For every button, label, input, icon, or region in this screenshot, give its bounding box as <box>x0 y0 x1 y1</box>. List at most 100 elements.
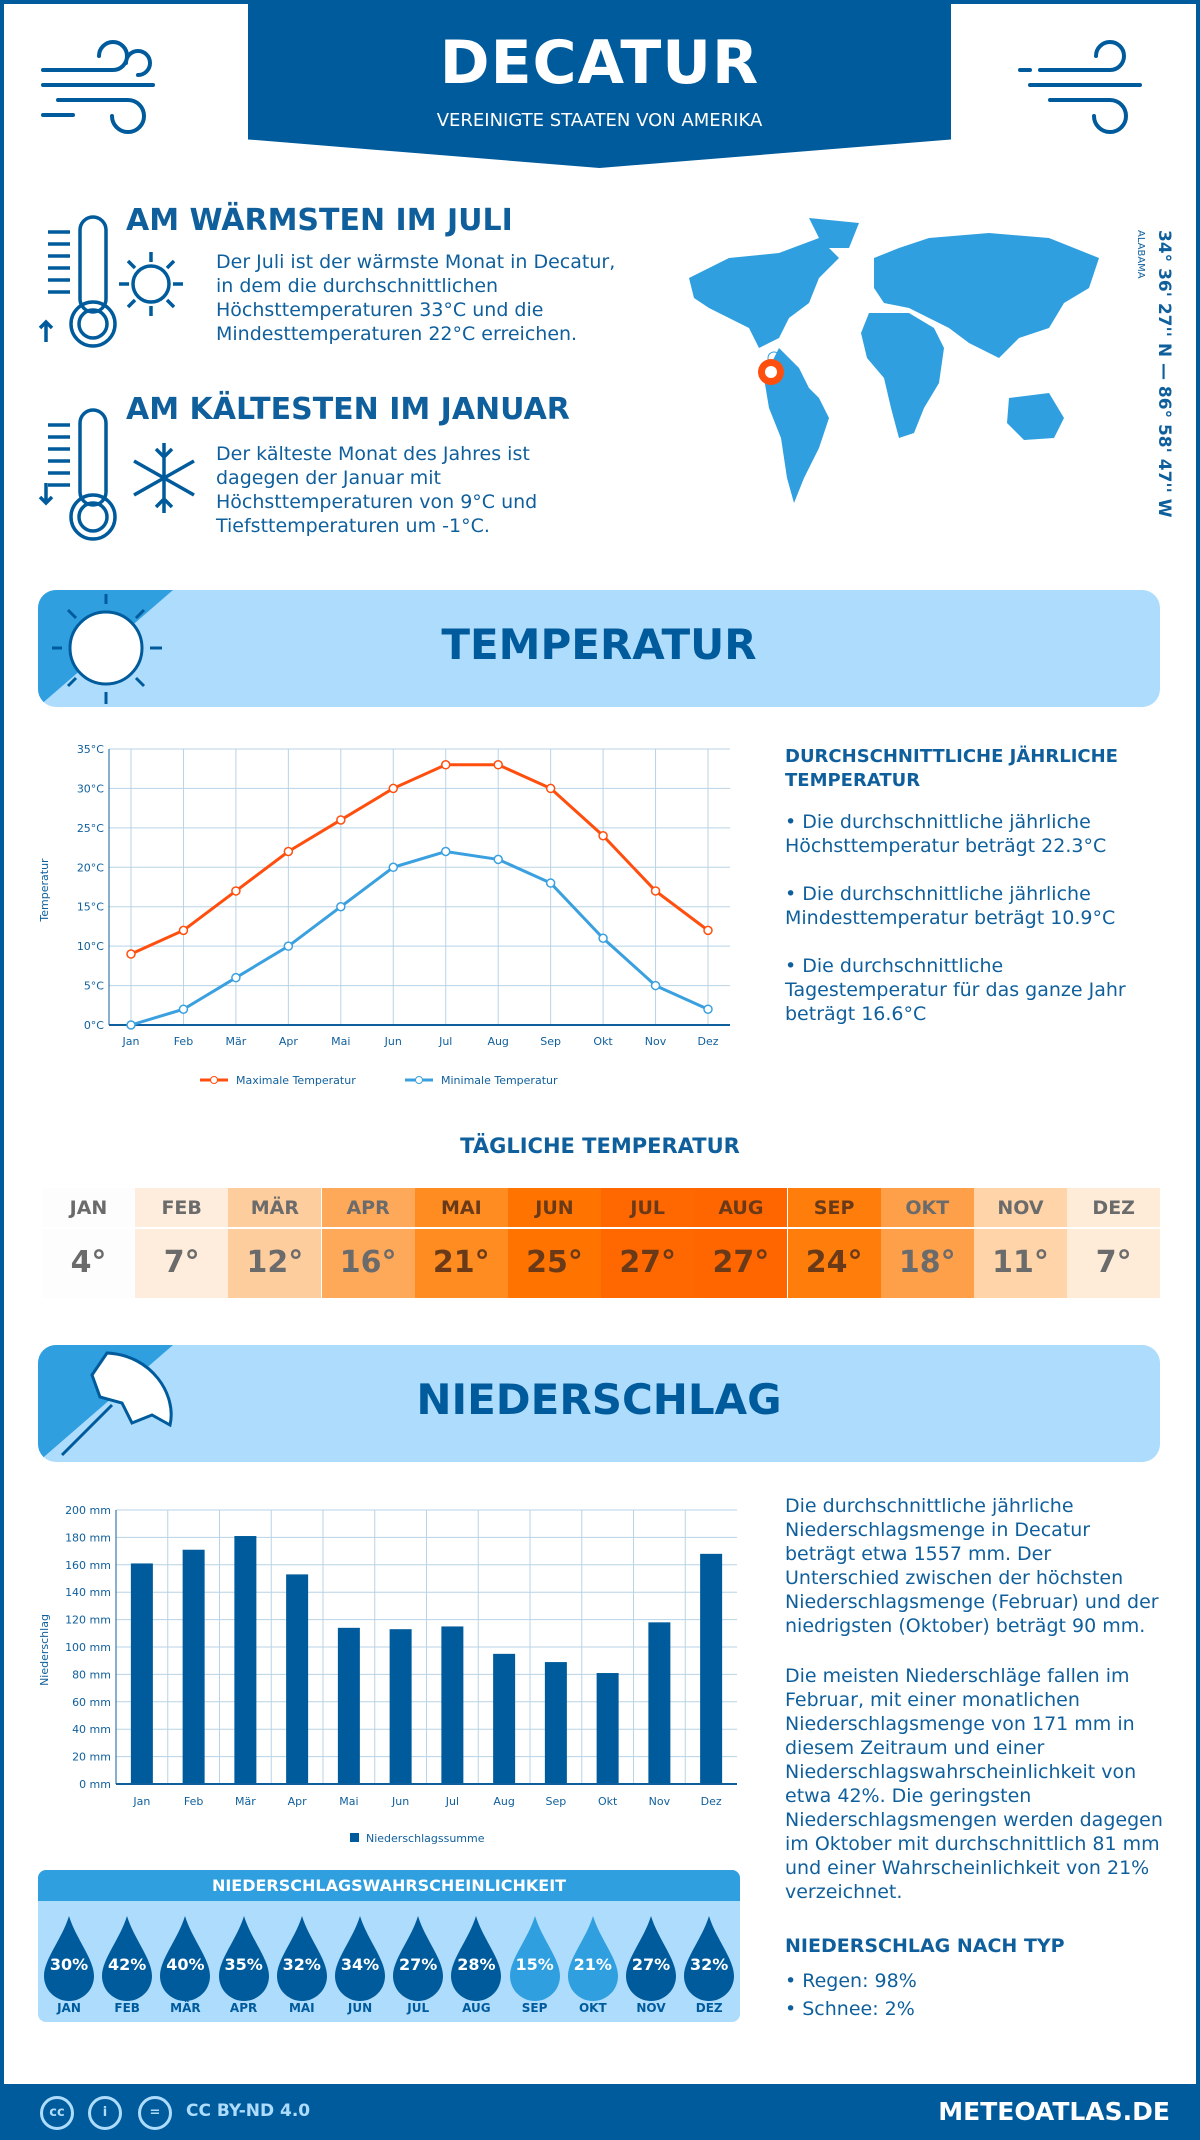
month-label: APR <box>346 1197 390 1219</box>
temperature-banner: TEMPERATUR <box>38 590 1160 707</box>
world-map <box>689 218 1099 503</box>
probability-month: JUN <box>347 2001 373 2015</box>
month-label: JUN <box>535 1197 574 1219</box>
x-tick-label: Mai <box>339 1795 358 1808</box>
probability-item: 30% JAN <box>42 1901 96 2022</box>
country-subtitle: VEREINIGTE STAATEN VON AMERIKA <box>436 110 763 131</box>
data-point <box>440 760 451 770</box>
site-link[interactable]: METEOATLAS.DE <box>938 2097 1170 2126</box>
temp-value: 12° <box>246 1245 304 1280</box>
daily-temp-column: FEB 7° <box>135 1188 229 1298</box>
wind-icon-right <box>1018 40 1142 134</box>
warmest-text: Der Juli ist der wärmste Monat in Decatu… <box>216 251 616 345</box>
probability-month: MÄR <box>170 2001 201 2015</box>
daily-temp-column: DEZ 7° <box>1067 1188 1161 1298</box>
license-text[interactable]: CC BY-ND 4.0 <box>186 2101 311 2121</box>
probability-value: 27% <box>399 1955 438 1974</box>
daily-temp-column: JAN 4° <box>42 1188 135 1298</box>
temp-value: 16° <box>339 1245 397 1280</box>
sun-icon <box>52 594 162 704</box>
bar <box>182 1549 205 1784</box>
probability-value: 15% <box>515 1955 554 1974</box>
data-point <box>703 925 713 936</box>
data-point <box>545 783 556 794</box>
annual-temperature-title: DURCHSCHNITTLICHE JÄHRLICHE TEMPERATUR <box>785 746 1118 791</box>
data-point <box>650 980 661 991</box>
probability-value: 34% <box>340 1955 380 1974</box>
temp-value: 11° <box>992 1245 1049 1280</box>
y-tick-label: 30°C <box>77 782 104 795</box>
data-point <box>493 760 503 770</box>
raindrop-icon <box>626 1916 676 2001</box>
bar <box>700 1553 723 1784</box>
x-tick-label: Okt <box>593 1035 613 1048</box>
probability-value: 32% <box>690 1955 729 1974</box>
y-tick-label: 140 mm <box>65 1586 111 1599</box>
precipitation-chart: 0 mm 20 mm 40 mm 60 mm 80 mm 100 mm 120 mm 140 … <box>38 1504 737 1845</box>
probability-value: 35% <box>224 1955 263 1974</box>
probability-item: 35% APR <box>217 1901 271 2022</box>
coldest-title: AM KÄLTESTEN IM JANUAR <box>126 392 570 427</box>
probability-value: 30% <box>49 1955 89 1974</box>
x-tick-label: Apr <box>279 1035 299 1048</box>
raindrop-icon <box>44 1916 94 2001</box>
data-point <box>493 854 503 865</box>
raindrop-icon <box>335 1916 385 2001</box>
probability-item: 32% DEZ <box>682 1901 736 2022</box>
probability-value: 32% <box>282 1955 321 1974</box>
data-point <box>336 901 346 912</box>
y-tick-label: 160 mm <box>65 1559 111 1572</box>
probability-value: 40% <box>166 1955 205 1974</box>
probability-item: 28% AUG <box>449 1901 503 2022</box>
annual-bullet-3: • Die durchschnittliche Tagestemperatur … <box>785 955 1126 1025</box>
x-tick-label: Sep <box>540 1035 561 1048</box>
y-tick-label: 15°C <box>77 901 104 914</box>
probability-month: MAI <box>288 2001 315 2015</box>
header-banner <box>248 0 951 168</box>
daily-temp-column: JUL 27° <box>601 1188 695 1298</box>
month-label: SEP <box>813 1197 855 1219</box>
probability-item: 27% NOV <box>624 1901 678 2022</box>
daily-temp-column: NOV 11° <box>974 1188 1067 1298</box>
raindrop-icon <box>451 1916 502 2001</box>
x-tick-label: Jan <box>122 1035 140 1048</box>
nd-icon[interactable]: = <box>138 2096 172 2130</box>
y-tick-label: 10°C <box>77 940 104 953</box>
data-point <box>283 846 294 857</box>
coldest-text: Der kälteste Monat des Jahres ist dagege… <box>216 443 538 537</box>
probability-item: 32% MAI <box>275 1901 329 2022</box>
x-tick-label: Aug <box>493 1795 514 1808</box>
type-snow: • Schnee: 2% <box>785 1998 915 2020</box>
bar <box>544 1662 567 1784</box>
annual-bullet-1: • Die durchschnittliche jährliche Höchst… <box>785 811 1107 857</box>
data-point <box>231 886 241 896</box>
by-icon[interactable]: i <box>88 2096 122 2130</box>
umbrella-icon <box>60 1351 173 1457</box>
coordinates-block: 34° 36' 27'' N — 86° 58' 47'' W ALABAMA <box>1135 230 1180 518</box>
temp-value: 25° <box>526 1245 583 1280</box>
daily-temp-column: AUG 27° <box>694 1188 788 1298</box>
city-title: DECATUR <box>439 28 760 98</box>
daily-temp-column: OKT 18° <box>880 1188 974 1298</box>
probability-month: DEZ <box>695 2001 723 2015</box>
x-tick-label: Nov <box>645 1035 667 1048</box>
month-label: DEZ <box>1092 1197 1135 1219</box>
temp-value: 18° <box>898 1245 956 1280</box>
daily-temp-column: MÄR 12° <box>228 1188 322 1298</box>
y-tick-label: 20°C <box>77 861 104 874</box>
probability-month: FEB <box>114 2001 140 2015</box>
month-label: MAI <box>440 1197 482 1219</box>
probability-value: 27% <box>631 1955 671 1974</box>
footer: cc i = CC BY-ND 4.0 METEOATLAS.DE <box>0 2084 1200 2140</box>
probability-item: 40% MÄR <box>158 1901 212 2022</box>
x-tick-label: Jul <box>445 1795 459 1808</box>
month-label: OKT <box>905 1197 950 1219</box>
raindrop-icon <box>509 1916 560 2001</box>
month-label: MÄR <box>250 1197 300 1219</box>
data-point <box>598 830 608 841</box>
data-point <box>178 1004 189 1014</box>
month-label: FEB <box>161 1197 202 1219</box>
probability-month: SEP <box>521 2001 548 2015</box>
cc-icon[interactable]: cc <box>40 2096 74 2130</box>
y-tick-label: 60 mm <box>72 1696 111 1709</box>
